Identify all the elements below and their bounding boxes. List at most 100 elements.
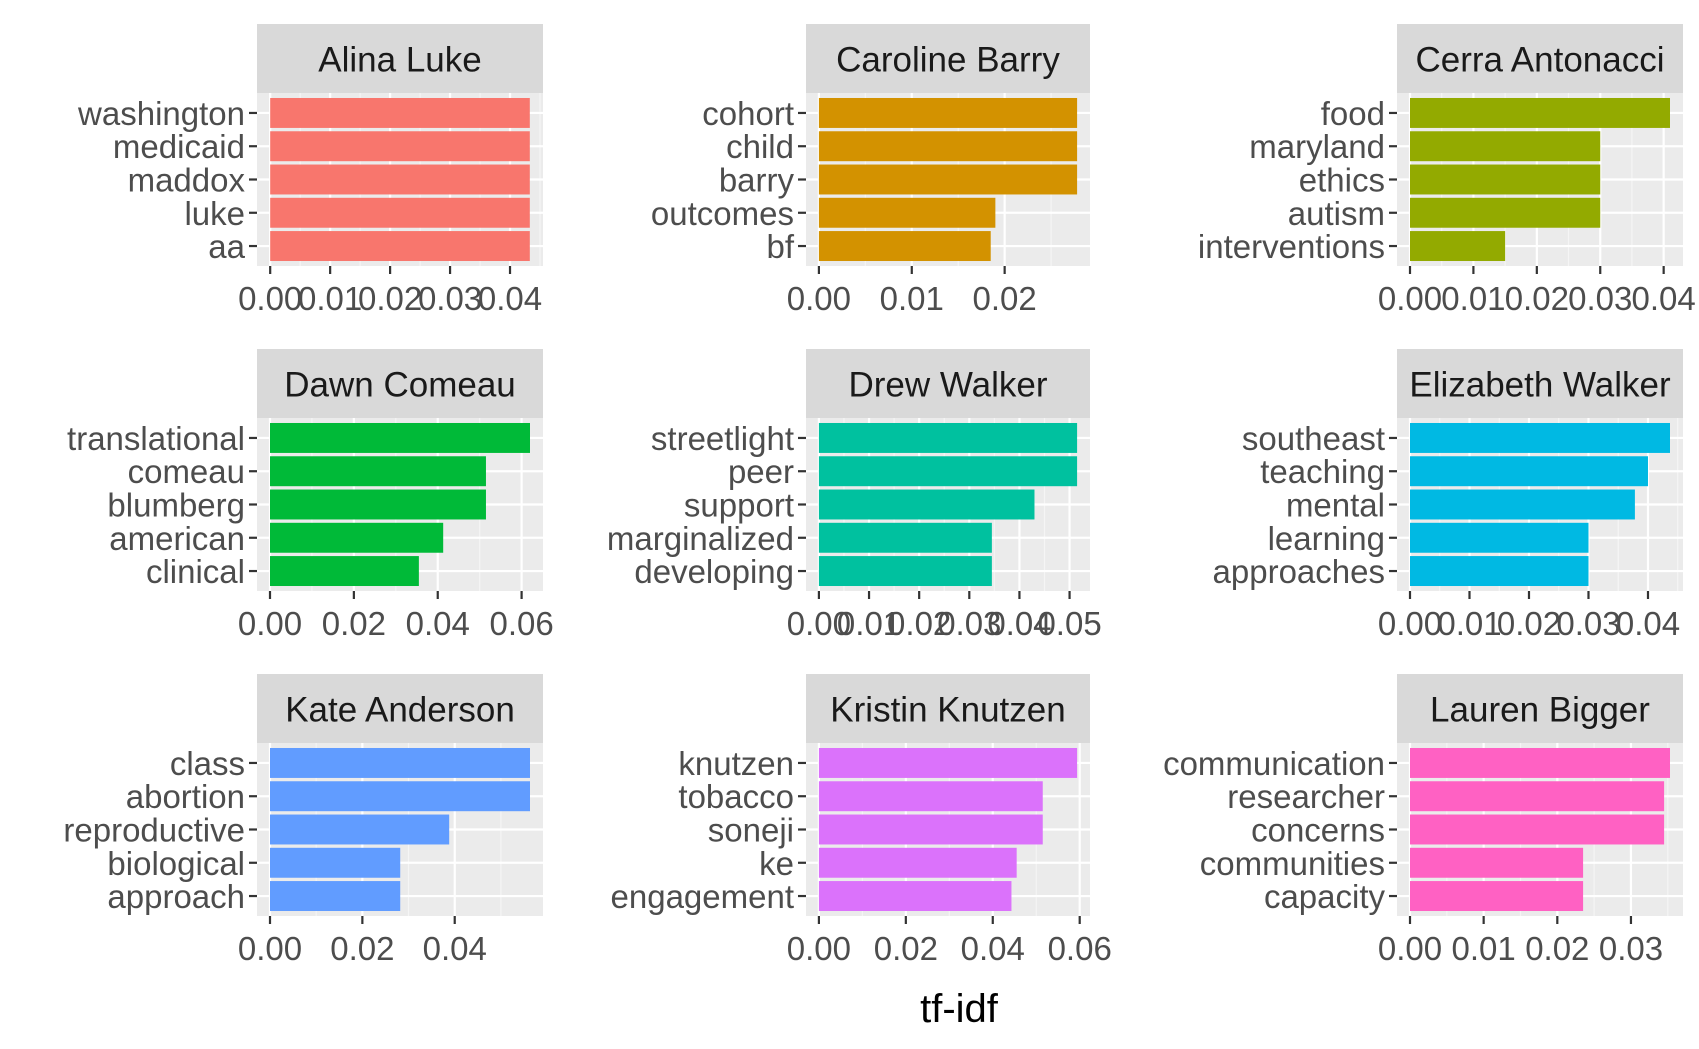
x-tick-label: 0.02: [358, 280, 422, 317]
bar: [818, 747, 1078, 778]
x-tick-label: 0.00: [1378, 930, 1442, 967]
x-tick-label: 0.01: [880, 280, 944, 317]
bar: [270, 847, 401, 878]
y-tick-label: approach: [107, 878, 245, 915]
facet-title: Dawn Comeau: [284, 366, 516, 405]
x-tick-label: 0.02: [1505, 280, 1569, 317]
facet-panel: Lauren Bigger communicationresearcherconc…: [1163, 674, 1683, 967]
bar: [818, 197, 996, 228]
y-tick-label: bf: [766, 228, 794, 265]
x-axis-title: tf-idf: [920, 987, 999, 1031]
y-tick-label: cohort: [702, 95, 794, 132]
bar: [270, 747, 530, 778]
x-tick-label: 0.03: [1568, 280, 1632, 317]
bar: [270, 97, 530, 128]
bar: [1410, 197, 1601, 228]
bar: [270, 556, 419, 587]
x-tick-label: 0.03: [937, 605, 1001, 642]
bar: [818, 422, 1078, 453]
x-tick-label: 0.02: [1525, 930, 1589, 967]
x-tick-label: 0.00: [238, 605, 302, 642]
facet-strip: [1397, 24, 1683, 93]
x-tick-label: 0.00: [787, 280, 851, 317]
x-tick-label: 0.04: [406, 605, 470, 642]
facet-title: Cerra Antonacci: [1415, 41, 1664, 80]
facet-panel: Caroline Barry cohortchildbarryoutcomesbf…: [651, 24, 1090, 317]
y-tick-label: ethics: [1299, 162, 1385, 199]
x-tick-label: 0.01: [1452, 930, 1516, 967]
bar: [818, 781, 1043, 812]
facet-panel: Cerra Antonacci foodmarylandethicsautismi…: [1198, 24, 1696, 317]
bar: [1410, 489, 1635, 520]
x-tick-label: 0.04: [423, 930, 487, 967]
y-tick-label: concerns: [1251, 812, 1385, 849]
facet-strip: [1397, 349, 1683, 418]
x-tick-label: 0.01: [298, 280, 362, 317]
bar: [818, 847, 1017, 878]
y-tick-label: american: [109, 520, 245, 557]
x-tick-label: 0.06: [489, 605, 553, 642]
facet-title: Elizabeth Walker: [1409, 366, 1671, 405]
x-tick-label: 0.00: [1378, 280, 1442, 317]
y-tick-label: food: [1321, 95, 1385, 132]
x-tick-label: 0.00: [238, 280, 302, 317]
facet-panel: Kate Anderson classabortionreproductivebi…: [63, 674, 543, 967]
facet-panel: Drew Walker streetlightpeersupportmargina…: [607, 349, 1102, 642]
y-tick-label: abortion: [126, 778, 245, 815]
y-tick-label: knutzen: [678, 745, 794, 782]
x-tick-label: 0.04: [987, 605, 1051, 642]
x-tick-label: 0.02: [1497, 605, 1561, 642]
x-tick-label: 0.02: [973, 280, 1037, 317]
x-tick-label: 0.03: [1556, 605, 1620, 642]
x-tick-label: 0.00: [238, 930, 302, 967]
y-tick-label: marginalized: [607, 520, 794, 557]
y-tick-label: engagement: [611, 878, 794, 915]
bar: [1410, 881, 1584, 912]
y-tick-label: maddox: [128, 162, 246, 199]
bar: [1410, 231, 1506, 262]
y-tick-label: barry: [719, 162, 795, 199]
y-tick-label: communication: [1163, 745, 1385, 782]
x-tick-label: 0.04: [1632, 280, 1696, 317]
bar: [1410, 747, 1670, 778]
x-tick-label: 0.06: [1048, 930, 1112, 967]
x-tick-label: 0.02: [874, 930, 938, 967]
y-tick-label: blumberg: [107, 487, 245, 524]
bar: [818, 814, 1043, 845]
bar: [270, 814, 450, 845]
bar: [270, 489, 486, 520]
y-tick-label: mental: [1286, 487, 1385, 524]
y-tick-label: peer: [728, 453, 794, 490]
x-tick-label: 0.02: [322, 605, 386, 642]
x-tick-label: 0.04: [1616, 605, 1680, 642]
y-tick-label: soneji: [708, 812, 794, 849]
bar: [270, 522, 444, 553]
bar: [1410, 556, 1589, 587]
x-tick-label: 0.01: [837, 605, 901, 642]
x-tick-label: 0.00: [787, 930, 851, 967]
bar: [1410, 456, 1648, 487]
y-tick-label: outcomes: [651, 195, 794, 232]
y-tick-label: class: [170, 745, 245, 782]
y-tick-label: clinical: [146, 553, 245, 590]
bar: [1410, 131, 1601, 162]
x-tick-label: 0.01: [1441, 280, 1505, 317]
bar: [1410, 814, 1665, 845]
x-tick-label: 0.03: [418, 280, 482, 317]
y-tick-label: southeast: [1242, 420, 1385, 457]
bar: [818, 489, 1035, 520]
y-tick-label: luke: [184, 195, 245, 232]
y-tick-label: comeau: [128, 453, 245, 490]
bar: [270, 422, 530, 453]
x-tick-label: 0.05: [1037, 605, 1101, 642]
y-tick-label: medicaid: [113, 128, 245, 165]
x-tick-label: 0.02: [887, 605, 951, 642]
bar: [270, 881, 401, 912]
y-tick-label: child: [726, 128, 794, 165]
facet-title: Kate Anderson: [285, 691, 515, 730]
bar: [1410, 164, 1601, 195]
bar: [270, 131, 530, 162]
facet-title: Lauren Bigger: [1430, 691, 1650, 730]
y-tick-label: reproductive: [63, 812, 245, 849]
